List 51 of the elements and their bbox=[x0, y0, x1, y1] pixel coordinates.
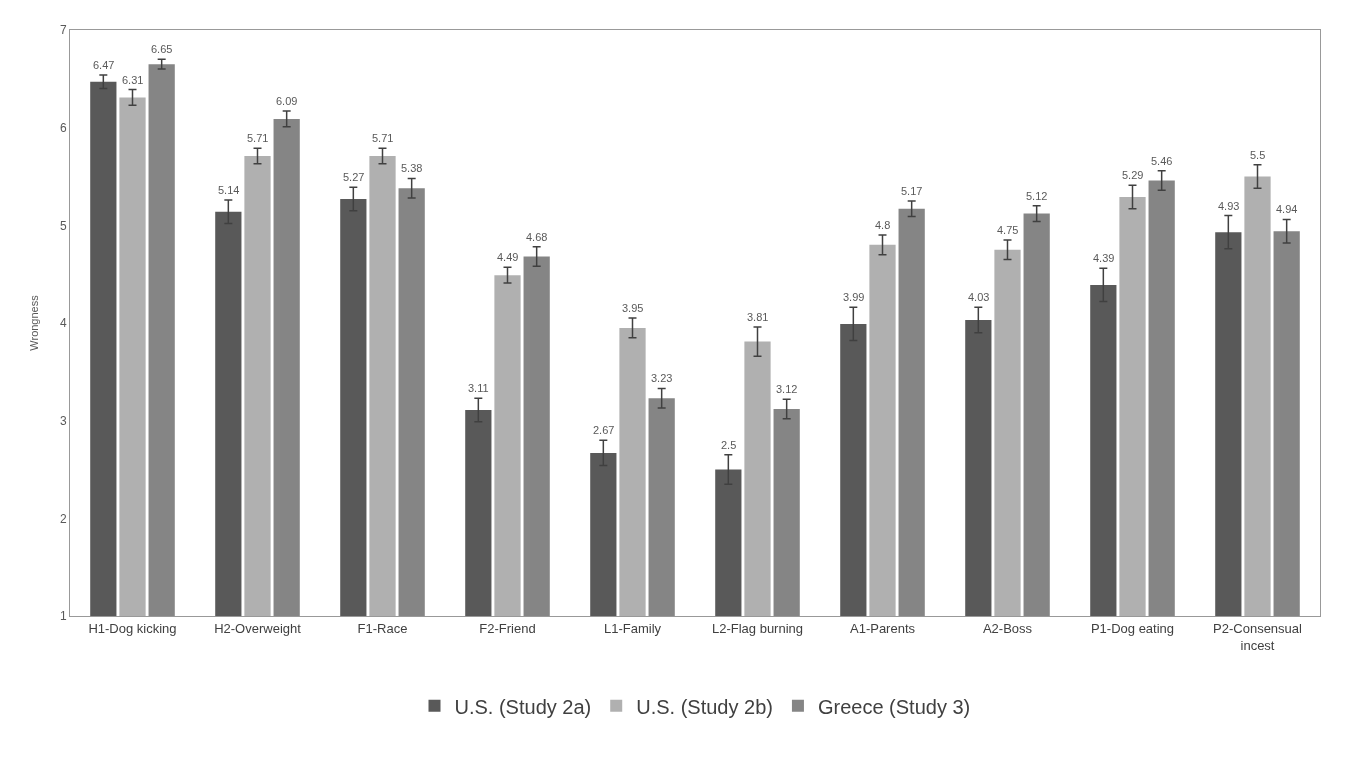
y-tick-label: 1 bbox=[59, 609, 67, 624]
legend-label: U.S. (Study 2b) bbox=[636, 695, 773, 718]
data-label: 5.46 bbox=[1151, 155, 1173, 167]
y-tick-label: 3 bbox=[59, 413, 67, 428]
data-label: 2.67 bbox=[593, 424, 615, 436]
y-tick-label: 5 bbox=[59, 218, 67, 233]
data-label: 4.93 bbox=[1218, 200, 1240, 212]
x-tick-label: H1-Dog kicking bbox=[88, 620, 177, 636]
x-tick-label: L1-Family bbox=[603, 620, 662, 636]
data-label: 5.38 bbox=[401, 162, 423, 174]
legend-label: U.S. (Study 2a) bbox=[454, 695, 592, 718]
x-tick-label: H2-Overweight bbox=[214, 620, 302, 636]
data-label: 4.68 bbox=[526, 231, 548, 243]
y-tick-label: 2 bbox=[59, 511, 67, 526]
data-label: 5.71 bbox=[247, 132, 269, 144]
x-tick-label: A2-Boss bbox=[982, 620, 1033, 636]
data-label: 6.09 bbox=[276, 95, 298, 107]
y-axis-title: Wrongness bbox=[28, 294, 40, 351]
data-label: 3.81 bbox=[747, 311, 769, 323]
data-label: 6.31 bbox=[122, 74, 144, 86]
data-label: 5.17 bbox=[901, 185, 923, 197]
data-label: 5.5 bbox=[1250, 149, 1266, 161]
data-label: 5.71 bbox=[372, 132, 394, 144]
data-label: 5.14 bbox=[218, 184, 240, 196]
data-label: 4.49 bbox=[497, 251, 519, 263]
y-tick-label: 6 bbox=[59, 120, 67, 135]
data-label: 4.03 bbox=[968, 291, 990, 303]
data-label: 6.65 bbox=[151, 43, 173, 55]
x-tick-label: A1-Parents bbox=[849, 620, 916, 636]
x-tick-label: P1-Dog eating bbox=[1090, 620, 1175, 636]
y-tick-label: 4 bbox=[59, 316, 67, 331]
data-label: 3.12 bbox=[776, 383, 798, 395]
y-tick-label: 7 bbox=[59, 23, 67, 38]
x-tick-label: F1-Race bbox=[357, 620, 408, 636]
data-label: 6.47 bbox=[93, 59, 115, 71]
data-label: 3.11 bbox=[468, 382, 489, 394]
data-label: 4.8 bbox=[875, 219, 891, 231]
data-label: 5.27 bbox=[343, 171, 365, 183]
data-label: 5.12 bbox=[1026, 190, 1048, 202]
data-label: 2.5 bbox=[721, 439, 737, 451]
data-label: 4.75 bbox=[997, 224, 1019, 236]
data-label: 3.95 bbox=[622, 302, 644, 314]
legend-label: Greece (Study 3) bbox=[817, 695, 971, 718]
data-label: 4.39 bbox=[1093, 252, 1115, 264]
x-tick-label: L2-Flag burning bbox=[711, 620, 804, 636]
x-tick-label: F2-Friend bbox=[479, 620, 536, 636]
data-label: 5.29 bbox=[1122, 169, 1144, 181]
data-label: 3.23 bbox=[651, 372, 673, 384]
data-label: 3.99 bbox=[843, 291, 865, 303]
x-tick-label: P2-Consensual incest bbox=[1213, 620, 1303, 653]
data-label: 4.94 bbox=[1276, 203, 1298, 215]
